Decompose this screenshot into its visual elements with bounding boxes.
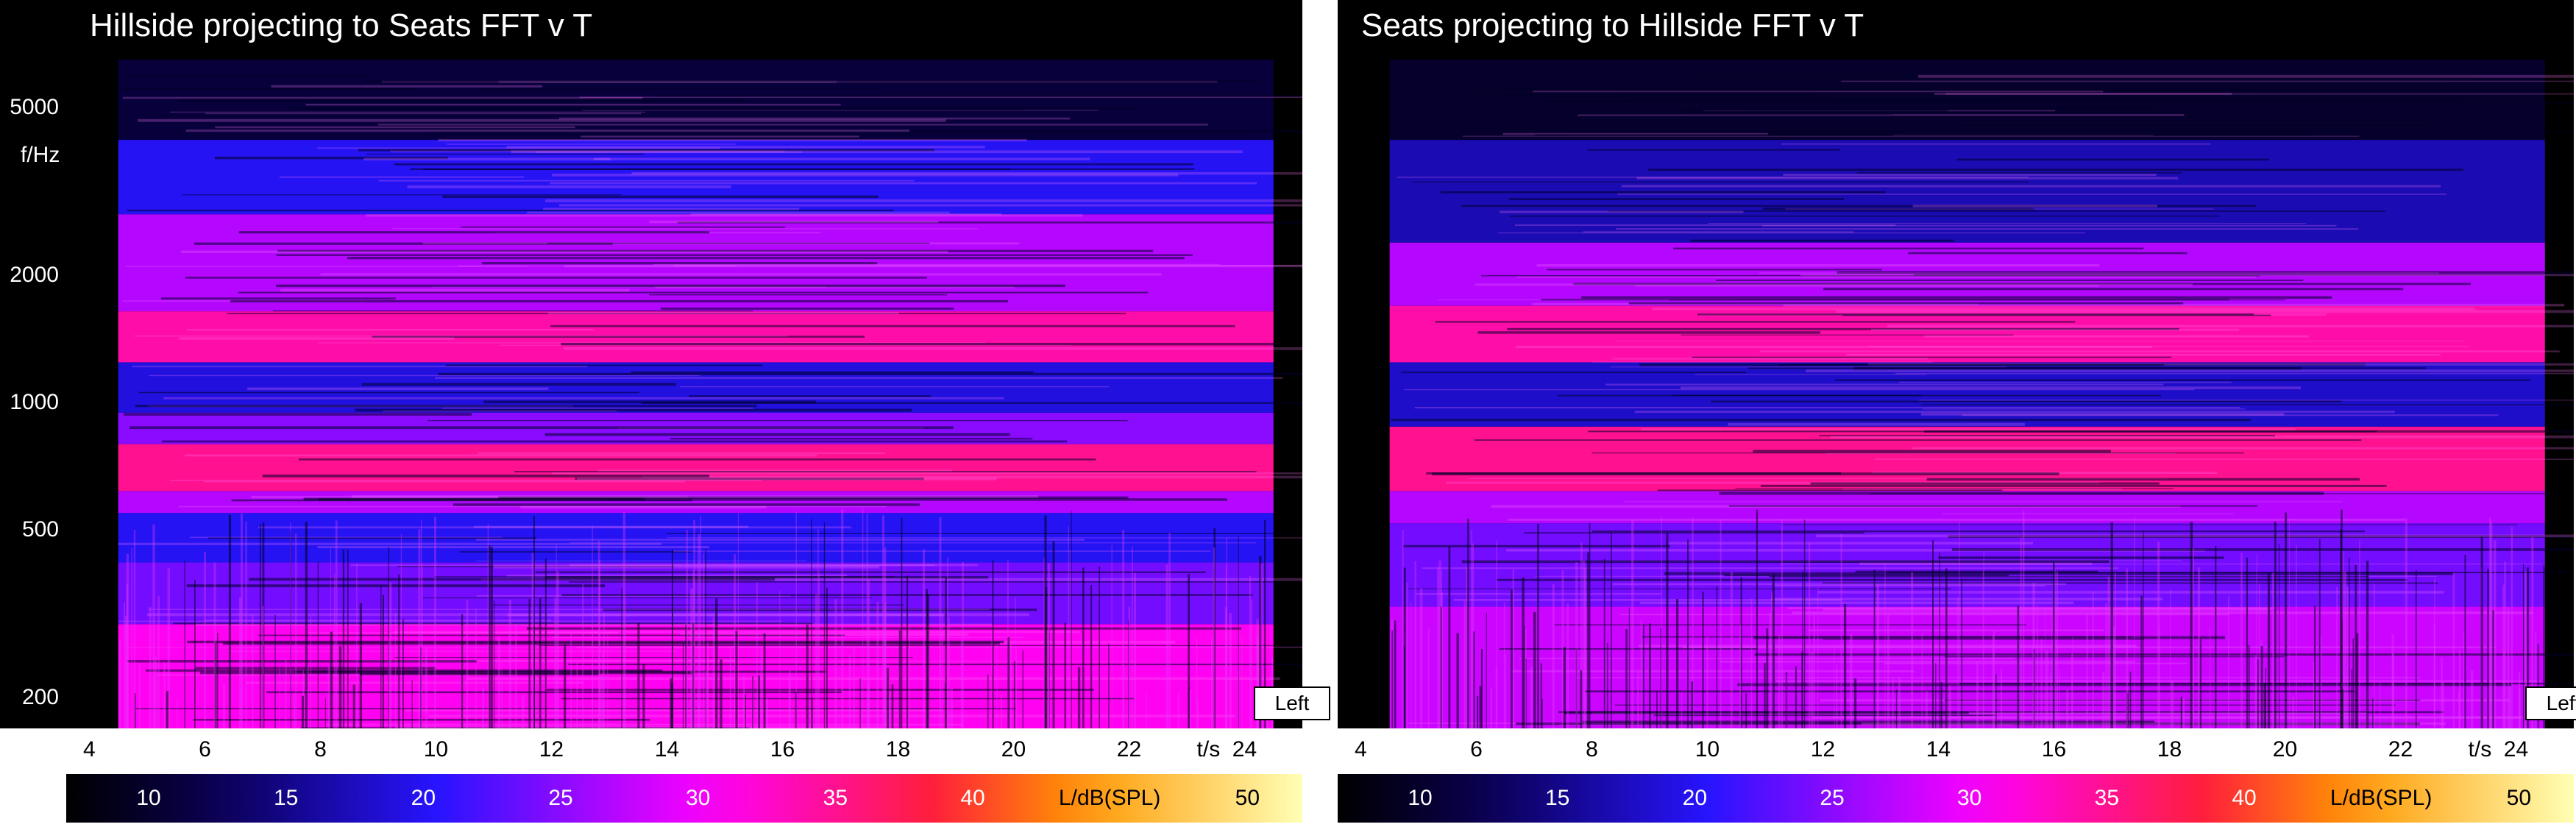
channel-label[interactable]: Left — [1254, 686, 1330, 720]
colorbar-tick-label: 30 — [1956, 786, 1982, 810]
y-tick-label: 2000 — [10, 263, 59, 288]
spectral-band — [118, 624, 1274, 728]
spectral-band — [1389, 140, 2545, 243]
x-axis: 4 6 8 10 12 14 16 18 20 22 24 t/s — [1338, 728, 2576, 773]
chart-title: Hillside projecting to Seats FFT v T — [90, 7, 593, 43]
x-tick-label: 18 — [885, 737, 911, 762]
x-tick-label: 20 — [1001, 737, 1026, 762]
colorbar-tick-label: 30 — [685, 786, 711, 810]
x-axis: 4 6 8 10 12 14 16 18 20 22 24 t/s — [66, 728, 1376, 773]
spectral-band — [1389, 491, 2545, 524]
y-axis-label: f/Hz — [21, 143, 60, 167]
colorbar-tick-label: 20 — [411, 786, 436, 810]
channel-label[interactable]: Left — [2525, 686, 2576, 720]
x-tick-label: 22 — [2388, 737, 2413, 762]
colorbar-tick-label: 15 — [273, 786, 299, 810]
colorbar-tick-label: 25 — [548, 786, 573, 810]
spectrogram-texture — [1391, 74, 2574, 728]
colorbar-label: L/dB(SPL) — [2330, 786, 2433, 810]
x-tick-label: 8 — [1586, 737, 1598, 762]
x-tick-label: 16 — [2041, 737, 2067, 762]
y-tick-label: 500 — [21, 517, 59, 542]
spectrogram-svg — [118, 60, 1302, 728]
x-tick-label: 14 — [1926, 737, 1951, 762]
x-tick-label: 20 — [2272, 737, 2298, 762]
spectral-band — [118, 362, 1274, 413]
x-tick-label: 24 — [1232, 737, 1257, 762]
spectrogram-texture — [118, 75, 1302, 728]
x-tick-label: 4 — [1355, 737, 1367, 762]
x-axis-unit: t/s — [2468, 737, 2492, 762]
x-tick-label: 4 — [83, 737, 96, 762]
colorbar-tick-label: 40 — [2232, 786, 2257, 810]
colorbar: 10 15 20 25 30 35 40 50 L/dB(SPL) — [66, 774, 1302, 823]
y-axis: f/Hz 200 500 1000 2000 5000 — [0, 0, 66, 728]
x-tick-label: 10 — [1695, 737, 1720, 762]
x-tick-label: 6 — [1470, 737, 1483, 762]
colorbar-label: L/dB(SPL) — [1058, 786, 1161, 810]
x-tick-label: 10 — [423, 737, 449, 762]
y-tick-label: 1000 — [10, 390, 59, 415]
spectral-band — [118, 140, 1274, 215]
spectral-band — [118, 491, 1274, 514]
colorbar-tick-label: 20 — [1682, 786, 1708, 810]
colorbar-gradient — [1338, 774, 2574, 823]
spectral-band — [118, 444, 1274, 491]
colorbar-tick-label: 35 — [2094, 786, 2120, 810]
colorbar-tick-label: 50 — [1235, 786, 1260, 810]
plot-area: Hillside projecting to Seats FFT v T — [66, 0, 1302, 728]
colorbar-tick-label: 10 — [1408, 786, 1433, 810]
x-tick-label: 6 — [199, 737, 211, 762]
colorbar-gradient — [66, 774, 1302, 823]
x-tick-label: 16 — [770, 737, 795, 762]
colorbar-tick-label: 25 — [1820, 786, 1845, 810]
spectrogram-svg — [1389, 60, 2574, 728]
x-tick-label: 24 — [2503, 737, 2529, 762]
plot-area: Seats projecting to Hillside FFT v T — [1338, 0, 2574, 728]
x-tick-label: 22 — [1116, 737, 1142, 762]
colorbar-tick-label: 10 — [136, 786, 161, 810]
colorbar-tick-label: 40 — [960, 786, 985, 810]
x-tick-label: 12 — [539, 737, 564, 762]
colorbar-tick-label: 15 — [1544, 786, 1570, 810]
chart-title: Seats projecting to Hillside FFT v T — [1361, 7, 1864, 43]
x-axis-unit: t/s — [1196, 737, 1221, 762]
colorbar-tick-label: 35 — [823, 786, 848, 810]
colorbar-tick-label: 50 — [2506, 786, 2532, 810]
x-tick-label: 8 — [314, 737, 327, 762]
x-tick-label: 18 — [2157, 737, 2182, 762]
x-tick-label: 12 — [1810, 737, 1836, 762]
y-tick-label: 5000 — [10, 94, 59, 119]
colorbar: 10 15 20 25 30 35 40 50 L/dB(SPL) — [1338, 774, 2574, 823]
x-tick-label: 14 — [654, 737, 680, 762]
spectral-band — [1389, 606, 2545, 728]
y-tick-label: 200 — [21, 685, 59, 710]
